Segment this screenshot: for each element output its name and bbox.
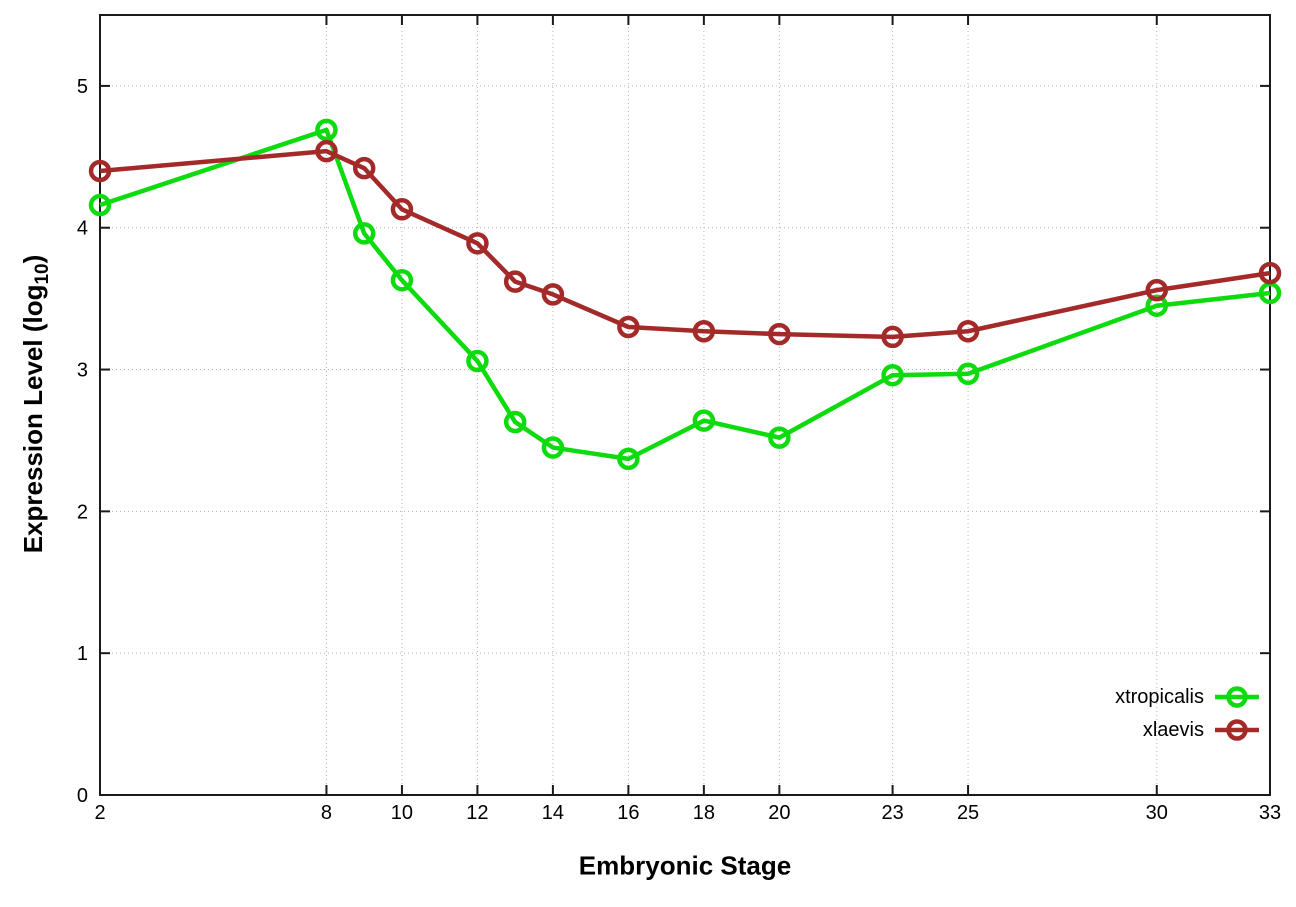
legend-label-xlaevis: xlaevis [1142,718,1204,741]
x-tick-label: 14 [542,802,564,824]
x-tick-label: 12 [466,802,488,824]
data-point-xtropicalis [956,362,980,386]
data-point-xlaevis [503,270,527,293]
x-tick-label: 25 [957,802,979,824]
data-point-xtropicalis [352,222,376,245]
data-point-xlaevis [768,322,791,346]
x-tick-label: 30 [1146,802,1168,824]
y-tick-label: 0 [77,785,88,807]
data-point-xtropicalis [315,118,338,142]
x-tick-label: 23 [881,802,903,824]
x-tick-label: 2 [94,802,105,824]
legend: xtropicalis xlaevis [1115,684,1260,743]
y-tick-label: 2 [77,501,88,523]
x-axis-title: Embryonic Stage [578,850,792,881]
data-point-xtropicalis [692,409,716,432]
y-axis-title-subscript: 10 [32,263,54,285]
x-tick-label: 10 [391,802,413,824]
x-tick-label: 16 [617,802,639,824]
data-point-xlaevis [617,315,640,339]
data-point-xlaevis [315,139,338,163]
series-line-xlaevis [99,148,1271,340]
y-tick-label: 3 [77,360,88,382]
y-tick-label: 5 [77,76,88,98]
y-axis-title: Expression Level (log10) [18,255,54,554]
data-point-xtropicalis [541,436,565,459]
legend-item-xlaevis: xlaevis [1143,717,1260,743]
data-point-xlaevis [390,198,414,221]
x-tick-label: 8 [321,802,332,824]
data-point-xlaevis [541,283,565,306]
data-point-xlaevis [692,320,716,343]
data-point-xtropicalis [768,426,791,449]
data-point-xlaevis [881,325,904,349]
data-point-xtropicalis [466,349,489,373]
data-point-xtropicalis [1145,294,1169,317]
data-point-xlaevis [352,156,376,180]
data-point-xtropicalis [88,193,112,217]
legend-item-xtropicalis: xtropicalis [1115,684,1260,710]
data-point-xtropicalis [881,363,904,387]
legend-label-xtropicalis: xtropicalis [1115,685,1204,708]
xtropicalis-marker-icon [1215,686,1259,708]
x-tick-label: 20 [768,802,790,824]
y-tick-label: 4 [77,218,88,240]
data-point-xlaevis [466,232,489,255]
data-point-xtropicalis [503,410,527,434]
x-tick-label: 33 [1259,802,1281,824]
data-point-xtropicalis [390,268,414,292]
y-tick-label: 1 [77,643,88,665]
data-point-xlaevis [1258,261,1282,285]
y-axis-title-text: Expression Level (log [17,284,48,554]
data-point-xlaevis [88,159,112,183]
plot-border [99,14,1271,796]
xlaevis-marker-icon [1215,719,1259,741]
data-point-xlaevis [1145,278,1169,302]
y-axis-title-close: ) [17,254,48,264]
data-point-xtropicalis [617,447,640,471]
data-point-xlaevis [956,320,980,343]
x-tick-label: 18 [693,802,715,824]
series-line-xtropicalis [99,127,1271,462]
